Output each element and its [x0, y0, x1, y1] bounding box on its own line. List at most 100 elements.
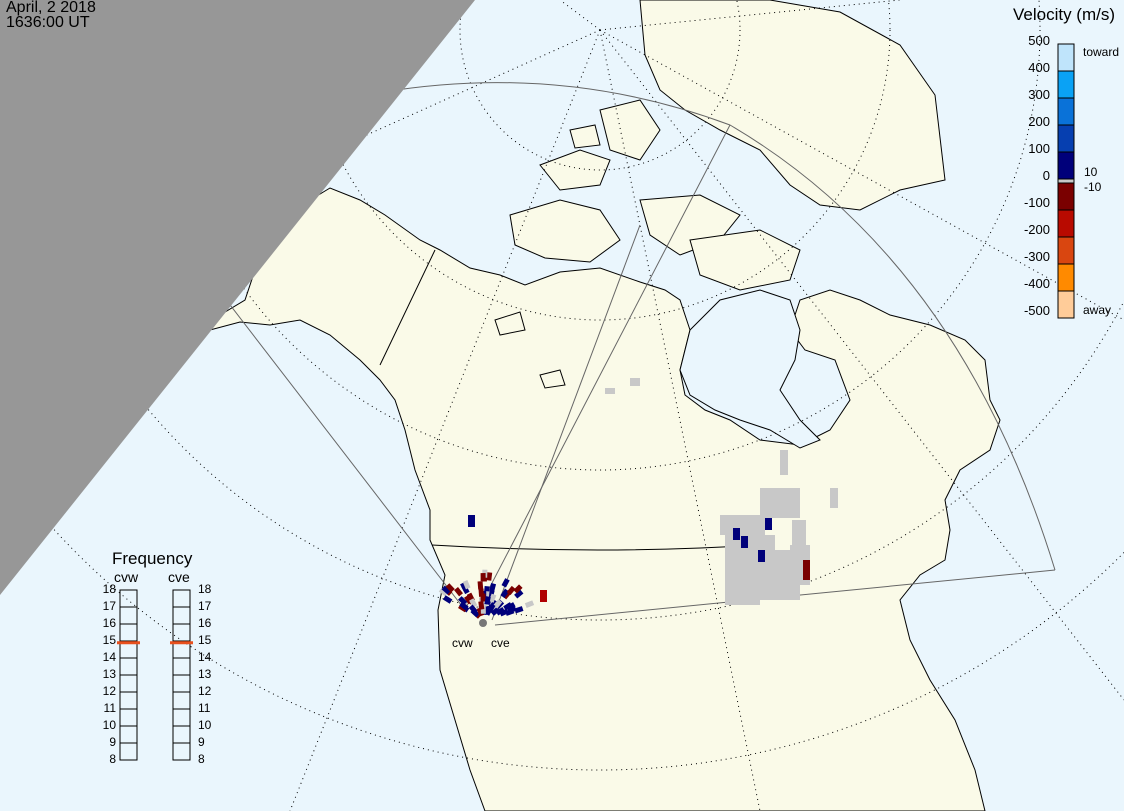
velocity-echo — [506, 585, 516, 596]
radar-site-marker — [479, 619, 487, 627]
colorbar-segment — [1057, 209, 1075, 238]
greenland-landmass — [639, 0, 946, 211]
velocity-echo — [462, 580, 471, 590]
frequency-tick: 15 — [198, 633, 212, 647]
velocity-echo — [478, 588, 485, 597]
frequency-tick: 12 — [102, 684, 116, 698]
frequency-bars — [117, 589, 193, 761]
frequency-tick: 17 — [102, 599, 116, 613]
frequency-tick: 18 — [102, 582, 116, 596]
frequency-tick: 15 — [102, 633, 116, 647]
colorbar-segment — [1057, 290, 1075, 319]
velocity-tick: 400 — [1028, 60, 1050, 75]
colorbar-segment — [1057, 70, 1075, 99]
away-label: away — [1083, 303, 1112, 317]
velocity-echo — [489, 583, 497, 593]
frequency-tick: 13 — [102, 667, 116, 681]
time-label: 1636:00 UT — [6, 14, 90, 31]
velocity-echo — [507, 605, 517, 614]
frequency-tick: 9 — [109, 735, 116, 749]
hudson-bay — [679, 289, 821, 449]
velocity-echo — [442, 595, 453, 604]
velocity-echo — [803, 560, 810, 572]
arctic-islands — [494, 99, 801, 389]
velocity-tick: -200 — [1023, 222, 1050, 237]
velocity-tick: 0 — [1042, 168, 1050, 183]
frequency-title: Frequency — [112, 549, 193, 568]
velocity-tick: -400 — [1023, 276, 1050, 291]
frequency-cell — [119, 742, 138, 761]
velocity-echo — [438, 587, 449, 597]
ground-scatter-cell — [830, 488, 838, 508]
frequency-tick: 12 — [198, 684, 212, 698]
velocity-echo — [458, 596, 468, 606]
ground-scatter-cell — [630, 378, 640, 386]
frequency-tick: 17 — [198, 599, 212, 613]
ground-scatter-cell — [780, 450, 788, 475]
velocity-echo — [488, 593, 497, 603]
date-label: April, 2 2018 — [6, 0, 96, 16]
frequency-tick: 9 — [198, 735, 205, 749]
velocity-echo — [495, 607, 506, 616]
frequency-radar-cvw: cvw — [114, 569, 139, 585]
velocity-echo — [741, 536, 748, 548]
velocity-echo — [445, 583, 455, 593]
colorbar-segment — [1057, 151, 1075, 180]
velocity-echo — [487, 603, 496, 613]
velocity-echo — [441, 585, 451, 595]
velocity-echo — [524, 600, 535, 608]
frequency-tick: 14 — [102, 650, 116, 664]
frequency-tick: 14 — [198, 650, 212, 664]
radar-label-cve: cve — [491, 636, 510, 650]
toward-label: toward — [1083, 45, 1120, 59]
frequency-tick: 11 — [103, 701, 116, 715]
velocity-echo — [477, 581, 484, 590]
colorbar-segment — [1057, 236, 1075, 265]
colorbar-segment — [1057, 178, 1075, 184]
velocity-tick: -500 — [1023, 303, 1050, 318]
velocity-echo — [493, 599, 503, 609]
velocity-echo — [470, 608, 480, 618]
velocity-tick: 300 — [1028, 87, 1050, 102]
frequency-tick: 13 — [198, 667, 212, 681]
velocity-tick: 500 — [1028, 33, 1050, 48]
frequency-tick: 16 — [102, 616, 116, 630]
velocity-tick: 200 — [1028, 114, 1050, 129]
velocity-echo — [514, 589, 524, 599]
frequency-radar-cve: cve — [168, 569, 190, 585]
velocity-tick: -300 — [1023, 249, 1050, 264]
velocity-tick: -100 — [1023, 195, 1050, 210]
colorbar-segment — [1057, 263, 1075, 292]
frequency-tick: 18 — [198, 582, 212, 596]
velocity-echo — [500, 588, 510, 599]
velocity-echo — [803, 568, 810, 580]
velocity-echo — [459, 601, 469, 611]
velocity-echo — [478, 601, 485, 610]
frequency-tick: 8 — [198, 752, 205, 766]
colorbar-segment — [1057, 182, 1075, 211]
night-region — [0, 0, 475, 595]
velocity-echo — [490, 606, 501, 616]
velocity-echo — [514, 606, 524, 614]
radar-echoes — [438, 378, 838, 619]
ground-scatter-cell — [605, 388, 615, 394]
ground-scatter-cell — [760, 488, 800, 518]
colorbar-segment — [1057, 43, 1075, 72]
velocity-tick: 100 — [1028, 141, 1050, 156]
velocity-echo — [486, 572, 493, 581]
velocity-scale-title: Velocity (m/s) — [1013, 5, 1116, 24]
velocity-echo — [733, 528, 740, 540]
colorbar-segment — [1057, 97, 1075, 126]
velocity-echo — [480, 573, 486, 582]
colorbar-segment — [1057, 124, 1075, 153]
frequency-tick: 8 — [109, 752, 116, 766]
velocity-echo — [506, 602, 516, 611]
velocity-colorbar — [1057, 43, 1075, 319]
radar-label-cvw: cvw — [452, 636, 473, 650]
frequency-tick: 11 — [198, 701, 211, 715]
north-america-landmass — [189, 187, 1001, 811]
velocity-echo — [758, 550, 765, 562]
velocity-echo — [513, 584, 523, 594]
ground-scatter-cell — [720, 515, 765, 535]
